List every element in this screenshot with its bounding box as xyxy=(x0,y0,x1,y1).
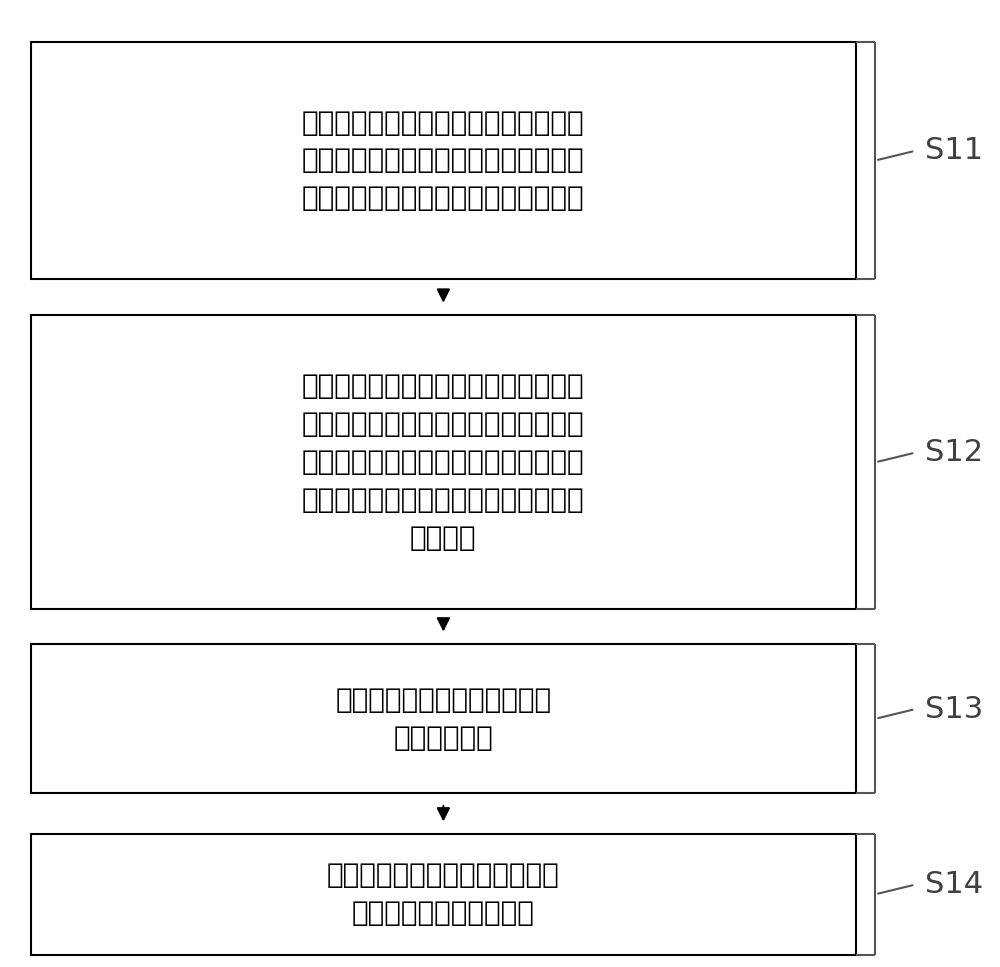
Bar xyxy=(31,644,856,794)
Text: 根据得到的权重构建异质图，
得到分类模型: 根据得到的权重构建异质图， 得到分类模型 xyxy=(335,686,551,751)
Bar xyxy=(31,315,856,609)
Text: 将测试数据输入至得到的分类模
型中，输出最终分类结果: 将测试数据输入至得到的分类模 型中，输出最终分类结果 xyxy=(327,862,560,927)
Text: S14: S14 xyxy=(925,870,983,899)
Text: S11: S11 xyxy=(925,136,983,165)
Text: 对不同类型节点的特征向量进行映射操
作，得到目标节点和与目标节点相对应
的邻域节点在同一实体空间的特征向量: 对不同类型节点的特征向量进行映射操 作，得到目标节点和与目标节点相对应 的邻域节… xyxy=(302,108,585,213)
Bar xyxy=(31,43,856,278)
Text: S12: S12 xyxy=(925,438,983,467)
Bar xyxy=(31,834,856,954)
Text: S13: S13 xyxy=(925,694,983,723)
Text: 根据得到的特征向量，并基于双层注意
力中的类型级注意力和节点级注意力，
从类型级注意力到节点级注意力自顶向
下地学习不同类型邻居和不同相邻节点
间的权重: 根据得到的特征向量，并基于双层注意 力中的类型级注意力和节点级注意力， 从类型级… xyxy=(302,372,585,552)
